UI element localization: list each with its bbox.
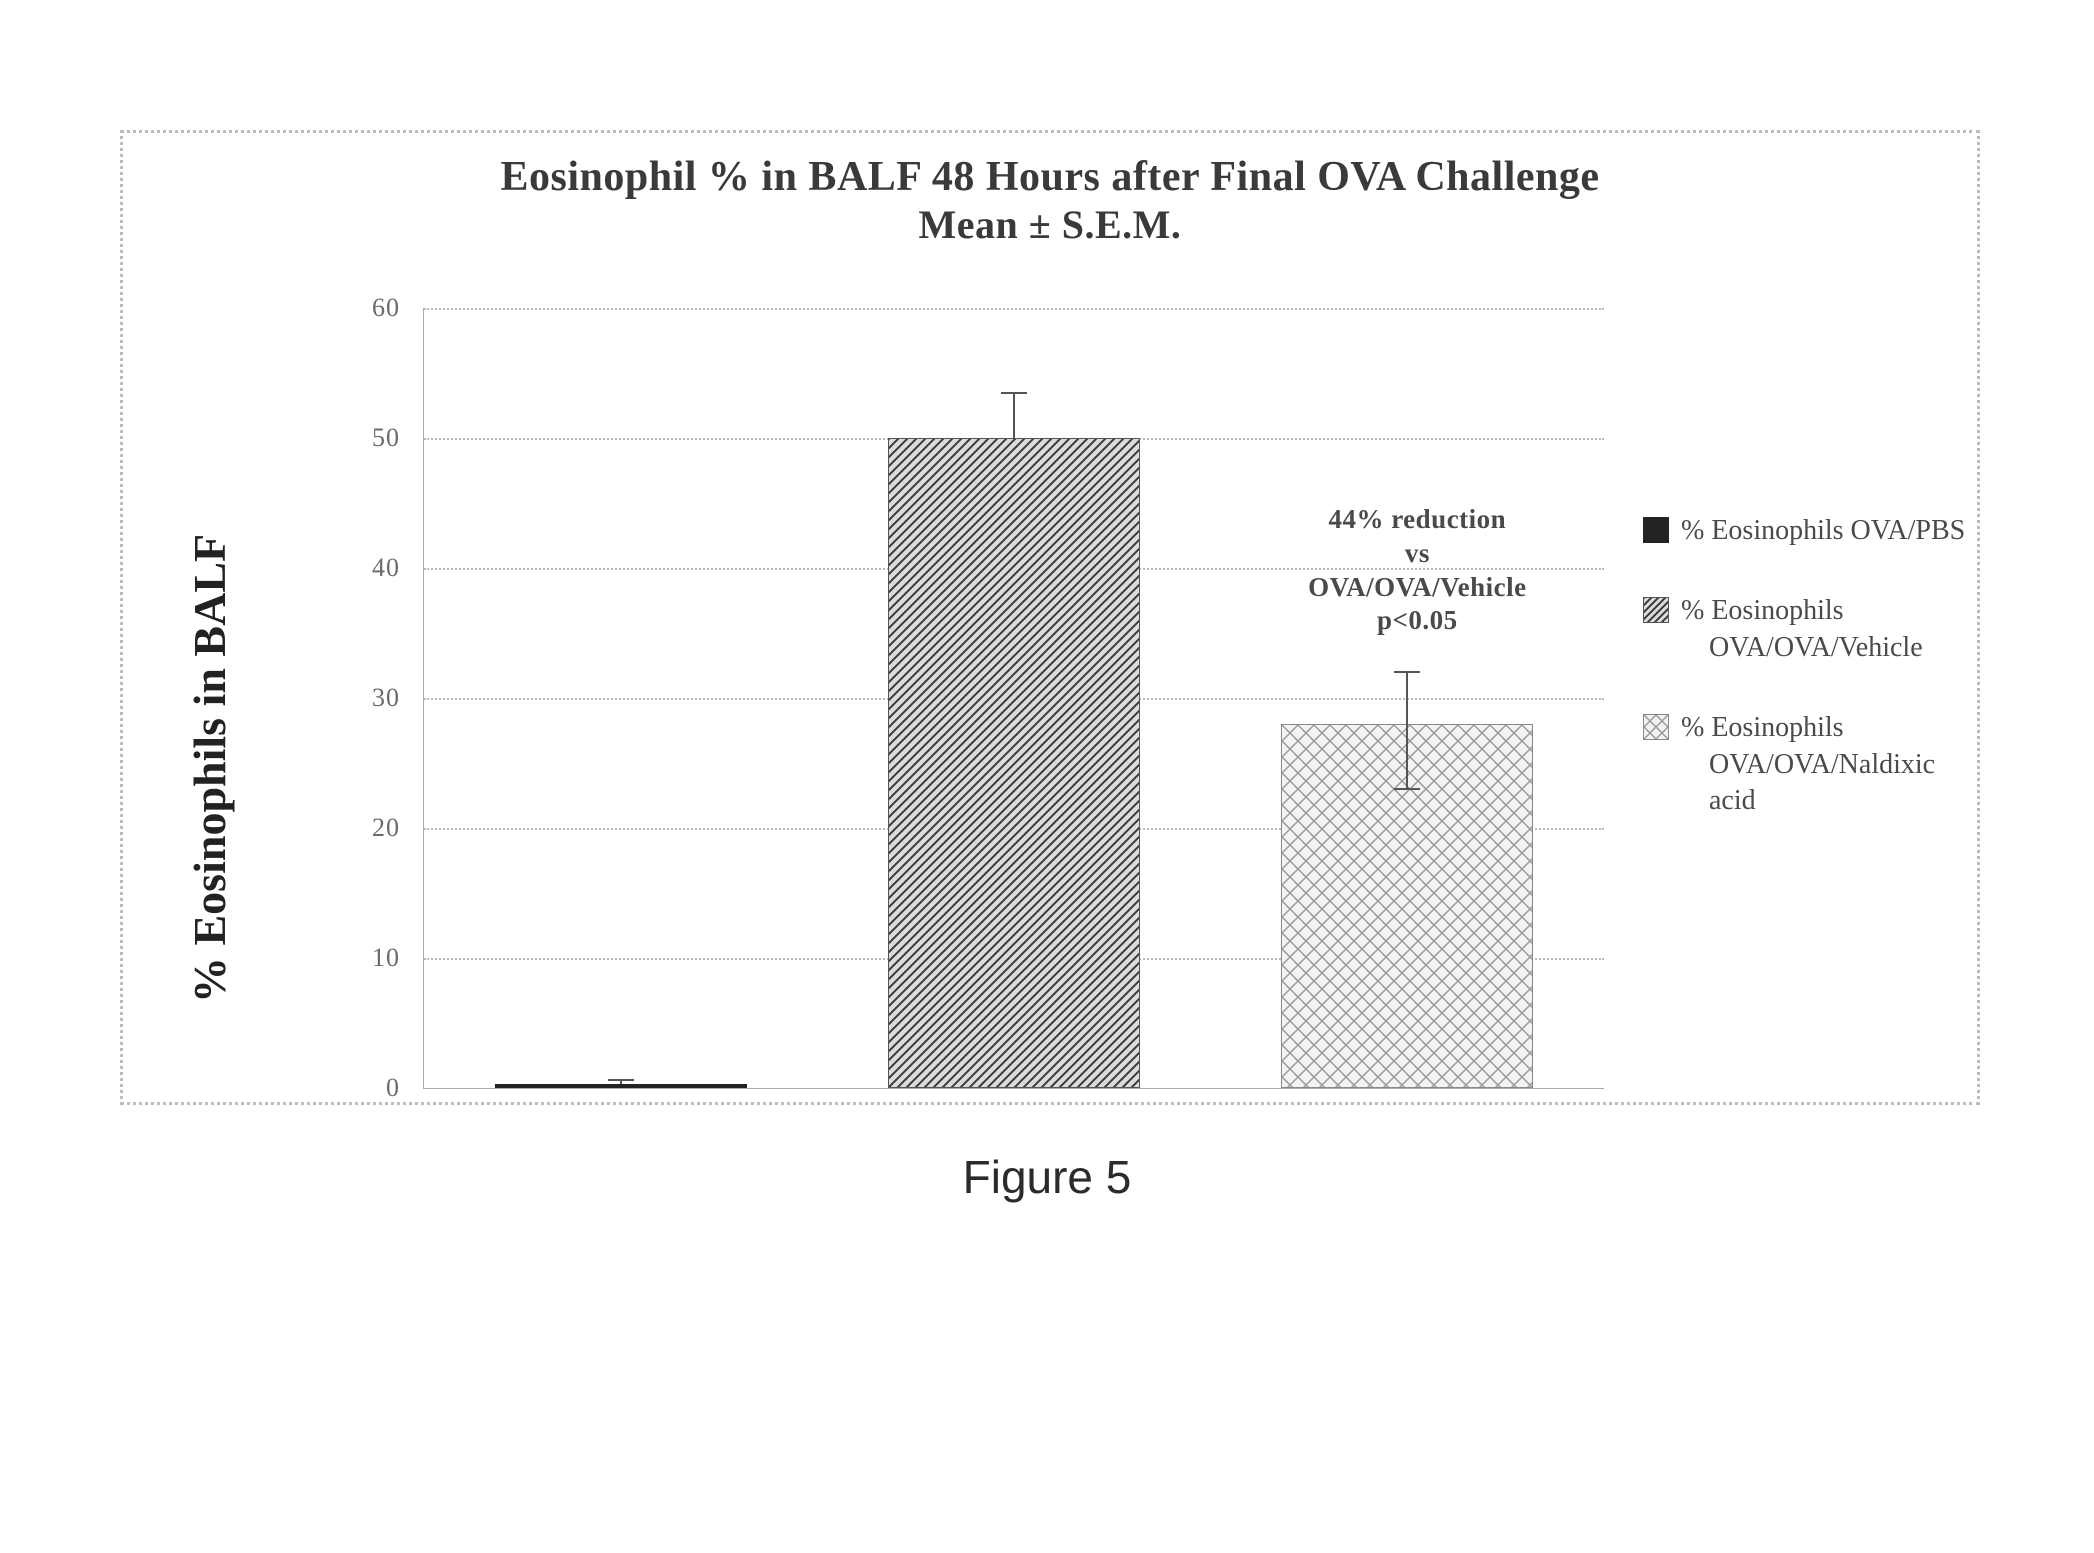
chart-title: Eosinophil % in BALF 48 Hours after Fina… [123, 153, 1977, 248]
page: Eosinophil % in BALF 48 Hours after Fina… [0, 0, 2094, 1553]
error-cap [1394, 671, 1420, 673]
plot-area: 010203040506044% reductionvsOVA/OVA/Vehi… [363, 308, 1603, 1098]
bar-ova-pbs [495, 1084, 747, 1088]
y-tick-label: 40 [350, 553, 400, 583]
legend-swatch-solid [1643, 517, 1669, 543]
chart-title-line2: Mean ± S.E.M. [123, 201, 1977, 248]
plot-rect: 010203040506044% reductionvsOVA/OVA/Vehi… [423, 308, 1604, 1089]
legend: % Eosinophils OVA/PBS % Eosinophils OVA/… [1643, 513, 1973, 863]
chart-title-line1: Eosinophil % in BALF 48 Hours after Fina… [123, 153, 1977, 201]
y-tick-label: 20 [350, 813, 400, 843]
y-tick-label: 30 [350, 683, 400, 713]
error-cap [1394, 788, 1420, 790]
error-bar [1406, 672, 1408, 789]
legend-item-1: % Eosinophils OVA/PBS [1643, 513, 1973, 549]
legend-swatch-dense [1643, 597, 1669, 623]
error-bar [1013, 393, 1015, 439]
reduction-annotation: 44% reductionvsOVA/OVA/Vehiclep<0.05 [1257, 503, 1577, 638]
legend-label: % Eosinophils [1681, 595, 1844, 626]
legend-text-2: % Eosinophils OVA/OVA/Vehicle [1681, 593, 1923, 666]
legend-item-3: % Eosinophils OVA/OVA/Naldixic acid [1643, 710, 1973, 819]
error-cap [608, 1079, 634, 1081]
y-tick-label: 50 [350, 423, 400, 453]
y-tick-label: 0 [350, 1073, 400, 1103]
figure-caption: Figure 5 [963, 1150, 1132, 1204]
legend-swatch-crosshatch [1643, 714, 1669, 740]
legend-text-1: % Eosinophils OVA/PBS [1681, 513, 1965, 549]
bar-ova-ova-vehicle [888, 438, 1140, 1088]
legend-label: % Eosinophils [1681, 712, 1844, 743]
legend-sublabel: OVA/OVA/Vehicle [1681, 630, 1923, 666]
y-tick-label: 10 [350, 943, 400, 973]
chart-frame: Eosinophil % in BALF 48 Hours after Fina… [120, 130, 1980, 1105]
legend-sublabel: OVA/OVA/Naldixic acid [1681, 747, 1973, 820]
legend-label: % Eosinophils OVA/PBS [1681, 515, 1965, 546]
error-cap [1001, 392, 1027, 394]
y-axis-label: % Eosinophils in BALF [183, 534, 236, 1003]
legend-item-2: % Eosinophils OVA/OVA/Vehicle [1643, 593, 1973, 666]
legend-text-3: % Eosinophils OVA/OVA/Naldixic acid [1681, 710, 1973, 819]
gridline [424, 308, 1604, 310]
y-tick-label: 60 [350, 293, 400, 323]
